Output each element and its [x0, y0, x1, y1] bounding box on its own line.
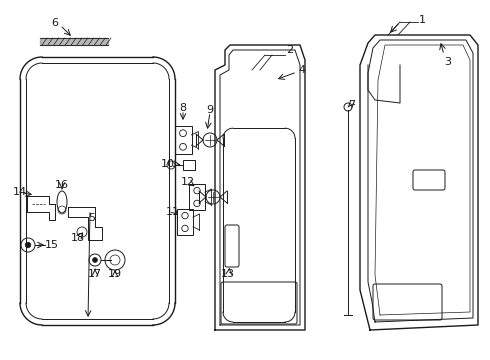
Text: 17: 17 [88, 269, 102, 279]
Text: 14: 14 [13, 187, 27, 197]
Circle shape [25, 242, 31, 248]
Text: 19: 19 [108, 269, 122, 279]
Text: 13: 13 [221, 269, 235, 279]
Circle shape [93, 258, 98, 262]
Text: 5: 5 [89, 213, 96, 223]
Text: 11: 11 [166, 207, 180, 217]
Text: 10: 10 [161, 159, 175, 169]
Text: 15: 15 [45, 240, 59, 250]
Text: 3: 3 [444, 57, 451, 67]
Text: 4: 4 [298, 65, 306, 75]
Text: 1: 1 [418, 15, 425, 25]
Text: 9: 9 [206, 105, 214, 115]
Text: 18: 18 [71, 233, 85, 243]
Text: 7: 7 [348, 100, 356, 110]
Bar [177, 209, 193, 235]
Text: 6: 6 [51, 18, 58, 28]
Text: 16: 16 [55, 180, 69, 190]
Bar [189, 184, 205, 210]
Text: 12: 12 [181, 177, 195, 187]
Text: 2: 2 [287, 45, 294, 55]
Bar [183, 160, 195, 170]
Bar [174, 126, 192, 154]
Text: 8: 8 [179, 103, 187, 113]
